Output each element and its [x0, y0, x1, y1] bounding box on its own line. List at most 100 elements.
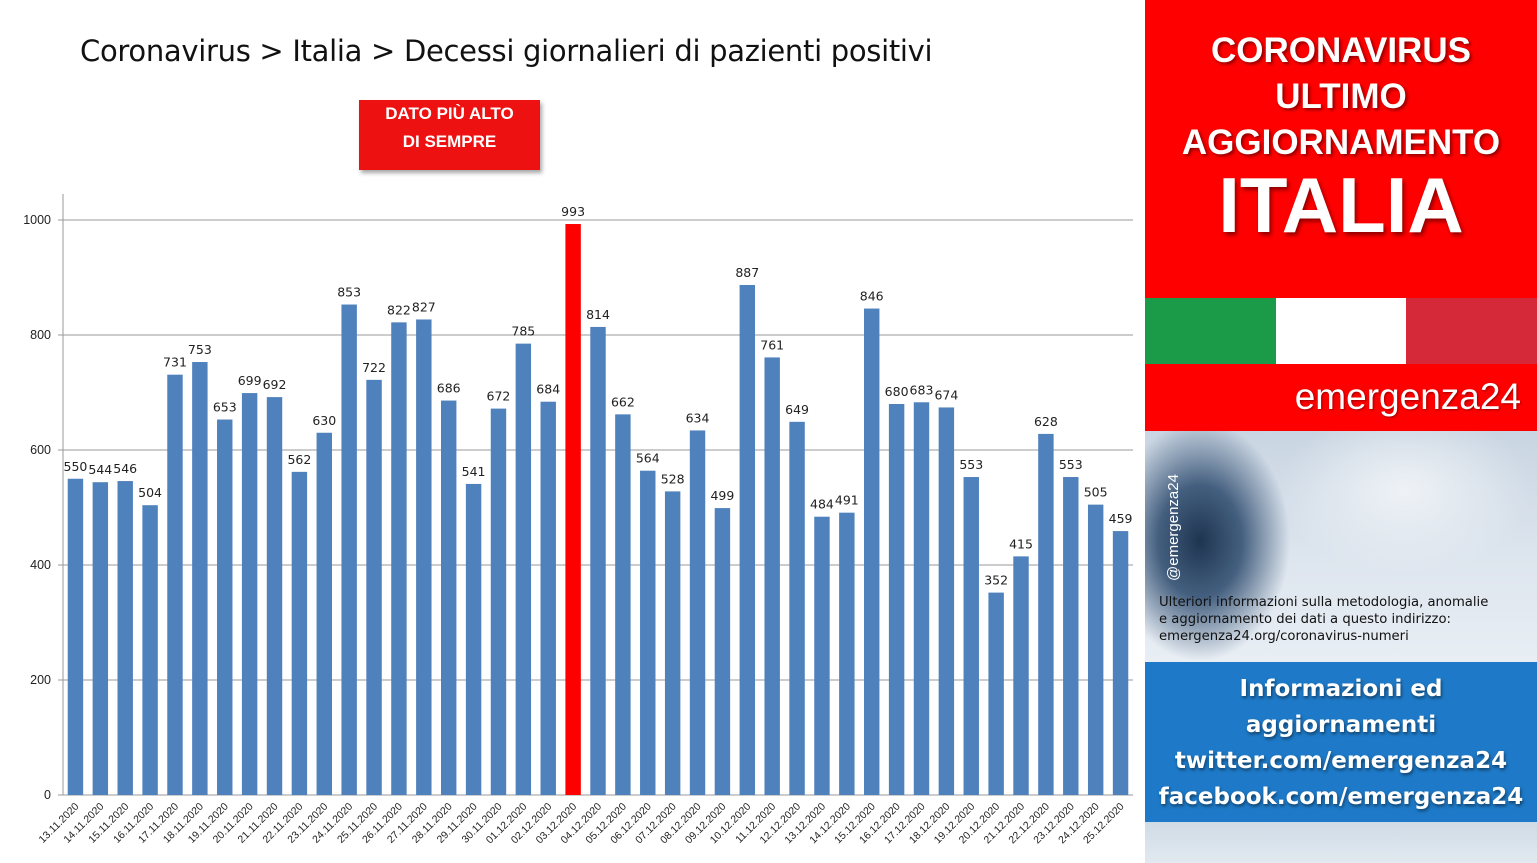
data-label: 686 — [437, 381, 461, 396]
data-label: 785 — [511, 324, 535, 339]
y-tick-label: 800 — [30, 328, 51, 342]
data-label: 699 — [238, 373, 262, 388]
bar — [939, 407, 954, 795]
info-link[interactable]: emergenza24.org/coronavirus-numeri — [1159, 628, 1529, 645]
data-label: 662 — [611, 394, 635, 409]
bar — [789, 422, 804, 795]
data-label: 628 — [1034, 414, 1058, 429]
chart-area: Coronavirus > Italia > Decessi giornalie… — [0, 0, 1145, 863]
bar — [317, 433, 332, 795]
bar — [764, 357, 779, 795]
bar — [366, 380, 381, 795]
data-label: 853 — [337, 285, 361, 300]
twitter-link[interactable]: twitter.com/emergenza24 — [1145, 743, 1537, 779]
data-label: 550 — [64, 459, 88, 474]
brand-name: emergenza24 — [1295, 376, 1521, 418]
bar — [541, 402, 556, 795]
y-tick-label: 1000 — [23, 213, 51, 227]
data-label: 528 — [661, 471, 685, 486]
bar — [565, 224, 580, 795]
data-label: 505 — [1084, 485, 1108, 500]
social-handle: @emergenza24 — [1165, 474, 1182, 581]
data-label: 827 — [412, 299, 436, 314]
info-line-1: Ulteriori informazioni sulla metodologia… — [1159, 594, 1529, 611]
flag-red-stripe — [1406, 298, 1537, 364]
bar — [988, 593, 1003, 795]
social-box: Informazioni ed aggiornamenti twitter.co… — [1145, 662, 1537, 822]
data-label: 993 — [561, 204, 585, 219]
bar — [117, 481, 132, 795]
data-label: 553 — [959, 457, 983, 472]
y-tick-label: 400 — [30, 558, 51, 572]
data-label: 491 — [835, 493, 859, 508]
bar — [1063, 477, 1078, 795]
bar — [640, 471, 655, 795]
data-label: 546 — [113, 461, 137, 476]
data-label: 684 — [536, 382, 560, 397]
data-label: 753 — [188, 342, 212, 357]
data-label: 680 — [885, 384, 909, 399]
data-label: 731 — [163, 355, 187, 370]
bar — [416, 319, 431, 795]
bar — [441, 401, 456, 795]
italian-flag — [1145, 298, 1537, 364]
bar — [466, 484, 481, 795]
bar — [142, 505, 157, 795]
data-label: 814 — [586, 307, 610, 322]
info-line-2: e aggiornamento dei dati a questo indiri… — [1159, 611, 1529, 628]
data-label: 459 — [1109, 511, 1133, 526]
data-label: 484 — [810, 497, 834, 512]
data-label: 553 — [1059, 457, 1083, 472]
methodology-info: Ulteriori informazioni sulla metodologia… — [1159, 594, 1529, 645]
bar — [242, 393, 257, 795]
data-label: 499 — [710, 488, 734, 503]
data-label: 415 — [1009, 536, 1033, 551]
bar — [93, 482, 108, 795]
facebook-link[interactable]: facebook.com/emergenza24 — [1145, 779, 1537, 815]
bar-chart: 0200400600800100055013.11.202054414.11.2… — [0, 180, 1145, 863]
data-label: 630 — [312, 413, 336, 428]
chart-title: Coronavirus > Italia > Decessi giornalie… — [80, 34, 932, 68]
bar — [292, 472, 307, 795]
data-label: 649 — [785, 402, 809, 417]
bar — [864, 309, 879, 795]
bar — [391, 322, 406, 795]
data-label: 683 — [910, 382, 934, 397]
bar — [68, 479, 83, 795]
flag-white-stripe — [1276, 298, 1407, 364]
bar — [590, 327, 605, 795]
header-box: CORONAVIRUS ULTIMO AGGIORNAMENTO ITALIA — [1145, 0, 1537, 298]
bar — [690, 430, 705, 795]
callout-line-1: DATO PIÙ ALTO — [359, 100, 540, 128]
highlight-callout: DATO PIÙ ALTO DI SEMPRE — [359, 100, 540, 170]
data-label: 564 — [636, 451, 660, 466]
data-label: 634 — [686, 410, 710, 425]
social-line-2: aggiornamenti — [1145, 707, 1537, 743]
bar — [192, 362, 207, 795]
bar — [1113, 531, 1128, 795]
data-label: 352 — [984, 573, 1008, 588]
bottom-decoration — [1145, 822, 1537, 863]
bar — [267, 397, 282, 795]
bar — [964, 477, 979, 795]
bar — [814, 517, 829, 795]
bar — [217, 420, 232, 795]
bar — [889, 404, 904, 795]
bar — [341, 305, 356, 795]
flag-green-stripe — [1145, 298, 1276, 364]
bar — [1013, 556, 1028, 795]
data-label: 544 — [88, 462, 112, 477]
bar — [839, 513, 854, 795]
data-label: 672 — [487, 389, 511, 404]
data-label: 653 — [213, 400, 237, 415]
bar — [715, 508, 730, 795]
bar — [740, 285, 755, 795]
bar — [1088, 505, 1103, 795]
info-box: @emergenza24 Ulteriori informazioni sull… — [1145, 431, 1537, 662]
brand-box: emergenza24 — [1145, 364, 1537, 431]
data-label: 761 — [760, 337, 784, 352]
bar — [516, 344, 531, 795]
data-label: 722 — [362, 360, 386, 375]
bar — [167, 375, 182, 795]
social-line-1: Informazioni ed — [1145, 662, 1537, 707]
